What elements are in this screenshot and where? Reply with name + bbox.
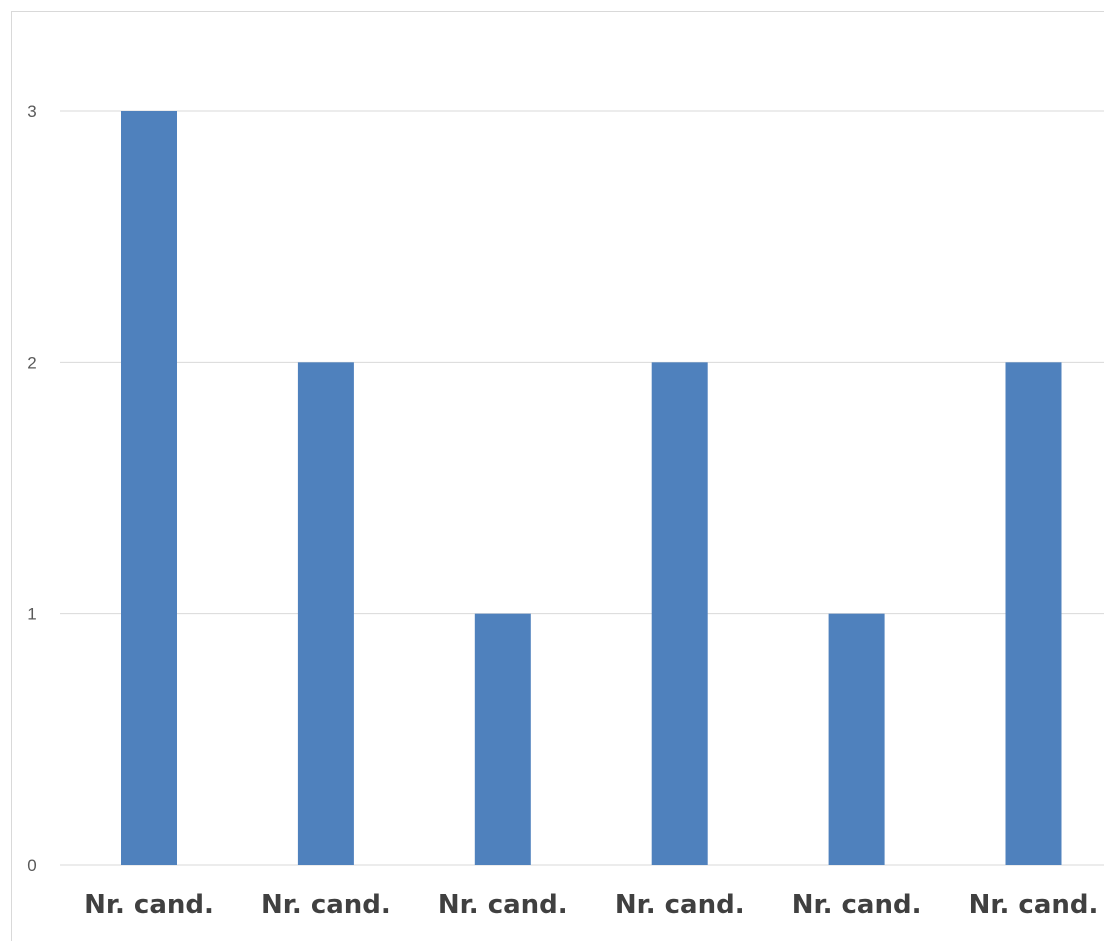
bar-6 [1005,362,1062,865]
x-category-label: Nr. cand. [261,890,391,920]
bar-5 [828,613,885,865]
x-category-label: Nr. cand. [84,890,214,920]
y-tick-label: 3 [27,102,36,121]
y-tick-label: 0 [27,856,36,875]
bar-2 [297,362,354,865]
bar-4 [651,362,708,865]
x-axis-labels: Nr. cand. Nr. cand. Nr. cand. Nr. cand. Nr. … [84,890,1098,920]
x-category-label: Nr. cand. [438,890,568,920]
gridlines [60,110,1104,866]
chart-frame [11,11,1104,941]
y-tick-label: 1 [27,605,36,624]
x-category-label: Nr. cand. [615,890,745,920]
x-category-label: Nr. cand. [969,890,1099,920]
y-tick-label: 2 [27,353,36,372]
bar-3 [474,613,531,865]
bars [121,111,1062,865]
bar-1 [121,111,177,865]
x-category-label: Nr. cand. [792,890,922,920]
y-axis-ticks: 0 1 2 3 [27,102,36,875]
